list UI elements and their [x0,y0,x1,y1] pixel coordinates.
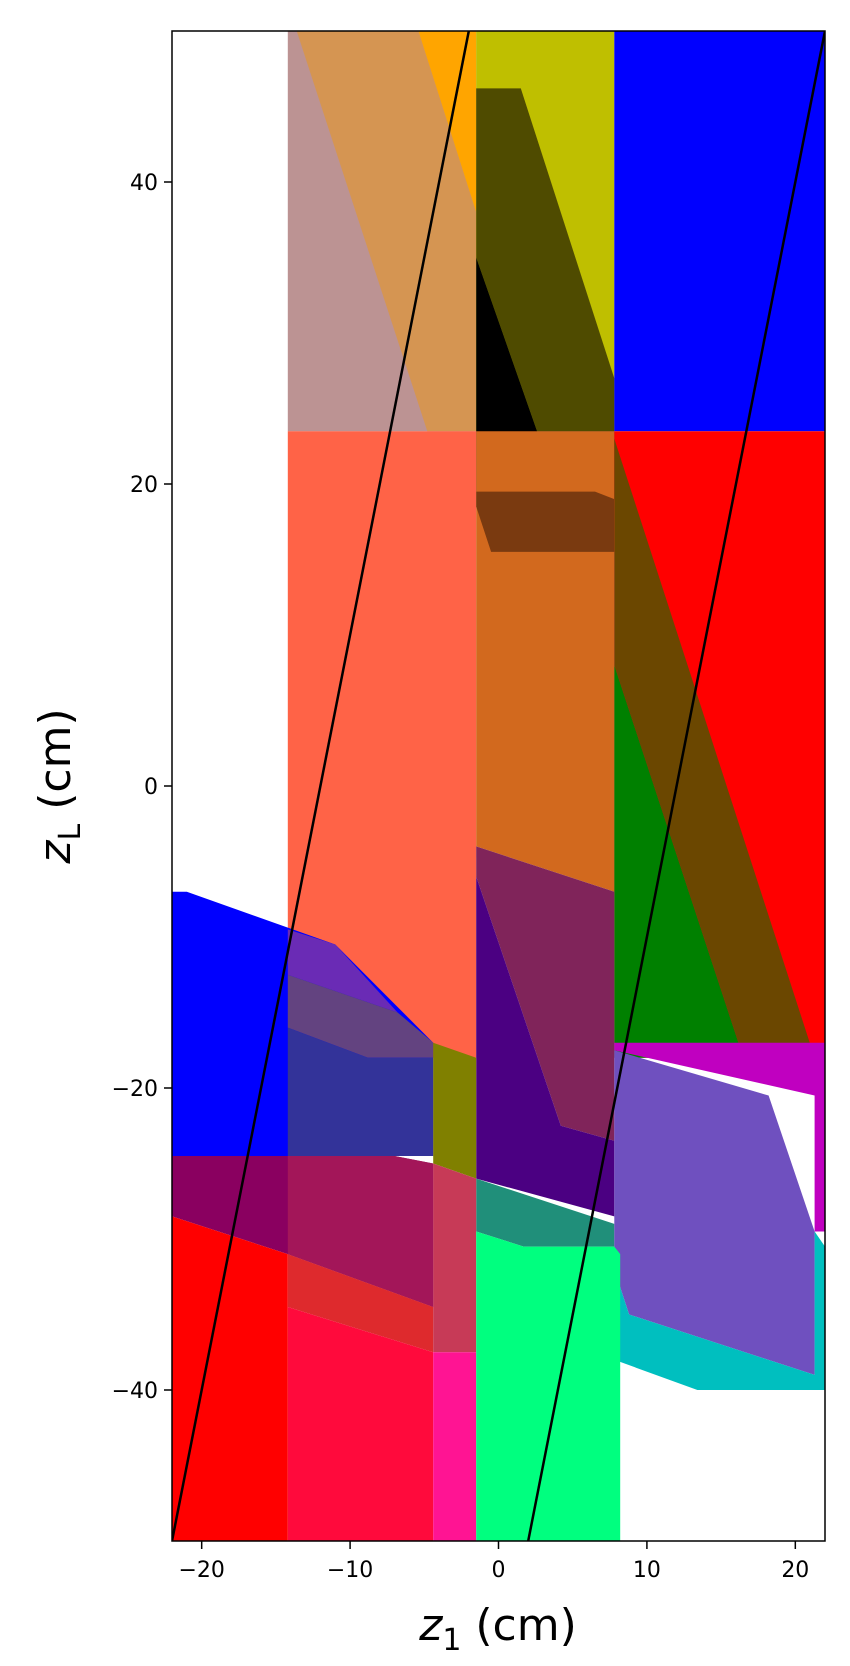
region-8 [287,431,477,1058]
region-30 [287,1307,434,1541]
boundary-line-2 [526,31,825,1541]
y-tick-label: 40 [130,171,158,196]
lines-layer [172,31,825,1541]
region-32 [476,1231,621,1541]
region-12 [614,665,744,1058]
region-24 [614,1231,825,1390]
region-10 [476,491,615,552]
region-31 [433,1352,477,1541]
region-19 [287,1027,434,1156]
region-17 [287,929,398,1013]
region-18 [287,974,434,1058]
region-13 [614,438,815,1058]
x-tick-label: −20 [178,1558,224,1583]
y-axis: −40 −20 0 20 40 [112,171,172,1404]
x-axis-label: z1 (cm) [418,1600,577,1658]
y-tick-label: 20 [130,473,158,498]
x-tick-label: 10 [633,1558,661,1583]
region-22 [614,1042,825,1232]
region-7 [614,31,825,432]
y-tick-label: −40 [112,1379,158,1404]
region-23 [614,1050,815,1375]
region-26 [287,1156,434,1307]
region-27 [433,1163,477,1353]
region-2 [296,31,477,432]
y-tick-label: 0 [144,775,158,800]
region-15 [476,876,615,1217]
boundary-line-1 [172,31,471,1541]
region-29 [287,1254,434,1353]
region-20 [433,1042,477,1179]
y-axis-label: zL (cm) [30,708,88,864]
region-5 [476,88,615,432]
x-tick-label: 20 [781,1558,809,1583]
y-tick-label: −20 [112,1077,158,1102]
region-14 [476,846,615,1141]
region-3 [418,31,477,213]
regions-layer [172,31,825,1541]
x-tick-label: −10 [327,1558,373,1583]
region-28 [172,1216,288,1541]
region-21 [476,1178,615,1247]
x-axis: −20 −10 0 10 20 [178,1541,809,1583]
x-tick-label: 0 [492,1558,506,1583]
